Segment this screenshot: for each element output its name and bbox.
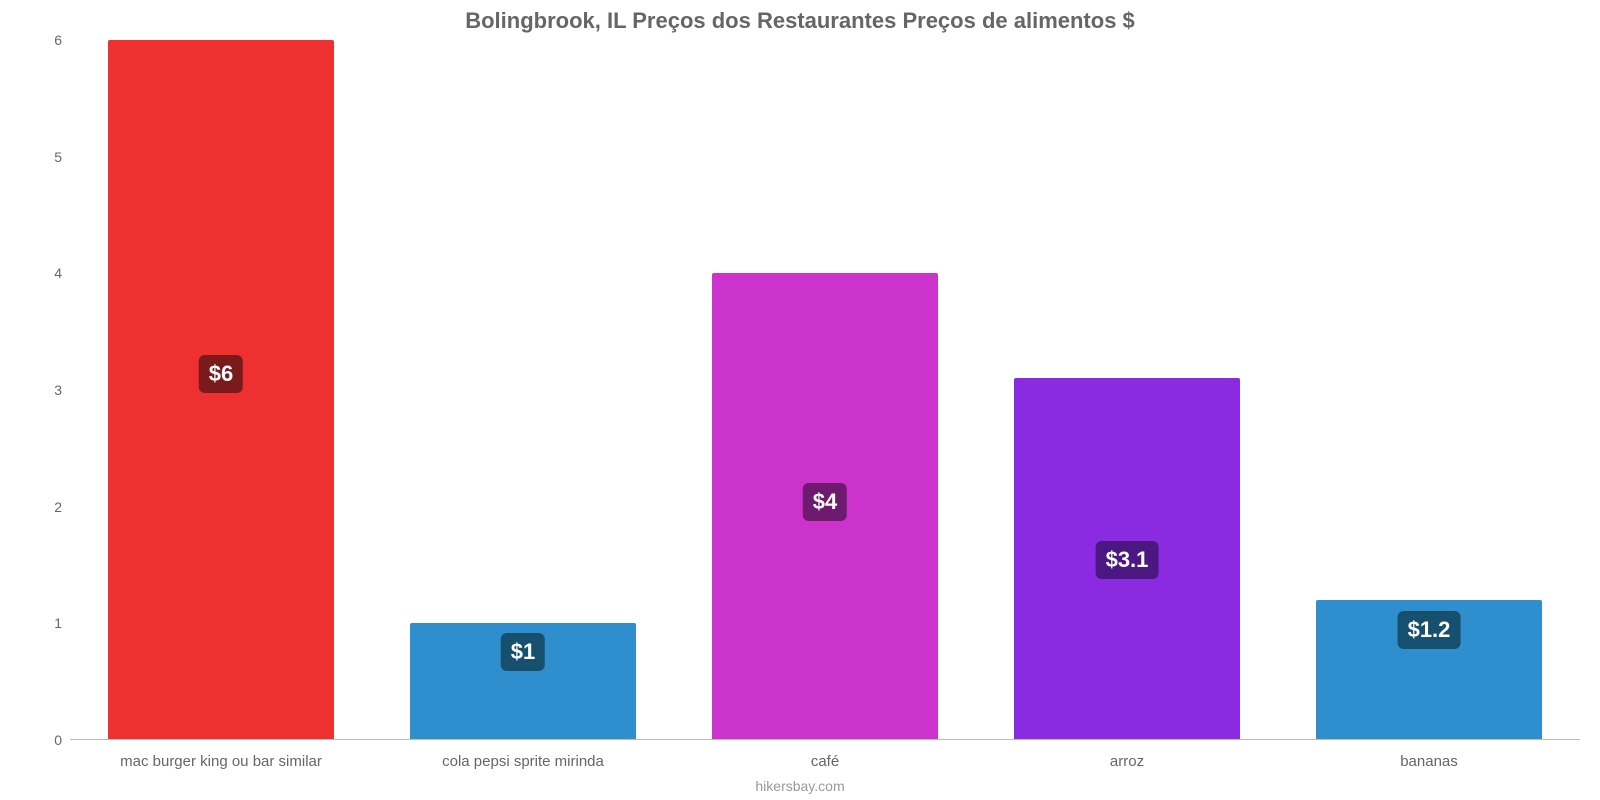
price-bar-chart: Bolingbrook, IL Preços dos Restaurantes … (0, 0, 1600, 800)
y-axis: 0123456 (40, 40, 70, 740)
bar-value-badge: $4 (803, 483, 847, 521)
bar-value-badge: $6 (199, 355, 243, 393)
bar-slot: $6 (70, 40, 372, 740)
bar: $4 (712, 273, 939, 740)
bar-value-badge: $3.1 (1096, 541, 1159, 579)
y-baseline (70, 739, 1580, 740)
y-tick: 3 (54, 382, 62, 398)
x-axis-label: mac burger king ou bar similar (70, 753, 372, 770)
y-tick: 4 (54, 265, 62, 281)
x-axis-label: café (674, 753, 976, 770)
y-tick: 2 (54, 499, 62, 515)
bar-slot: $4 (674, 40, 976, 740)
bar-value-badge: $1 (501, 633, 545, 671)
x-axis-label: arroz (976, 753, 1278, 770)
bar-slot: $1 (372, 40, 674, 740)
bar-slot: $3.1 (976, 40, 1278, 740)
y-tick: 5 (54, 149, 62, 165)
bar: $3.1 (1014, 378, 1241, 740)
y-tick: 6 (54, 32, 62, 48)
bar-value-badge: $1.2 (1398, 611, 1461, 649)
x-axis-label: cola pepsi sprite mirinda (372, 753, 674, 770)
bar: $6 (108, 40, 335, 740)
chart-title: Bolingbrook, IL Preços dos Restaurantes … (0, 0, 1600, 40)
x-axis-label: bananas (1278, 753, 1580, 770)
y-tick: 0 (54, 732, 62, 748)
bar: $1.2 (1316, 600, 1543, 740)
plot-area: 0123456 $6$1$4$3.1$1.2 (40, 40, 1580, 740)
bar: $1 (410, 623, 637, 740)
y-tick: 1 (54, 615, 62, 631)
x-axis-labels: mac burger king ou bar similarcola pepsi… (70, 753, 1580, 770)
chart-credit: hikersbay.com (0, 778, 1600, 794)
bars-area: $6 $1 $4 $3.1 $1.2 (70, 40, 1580, 740)
bar-slot: $1.2 (1278, 40, 1580, 740)
